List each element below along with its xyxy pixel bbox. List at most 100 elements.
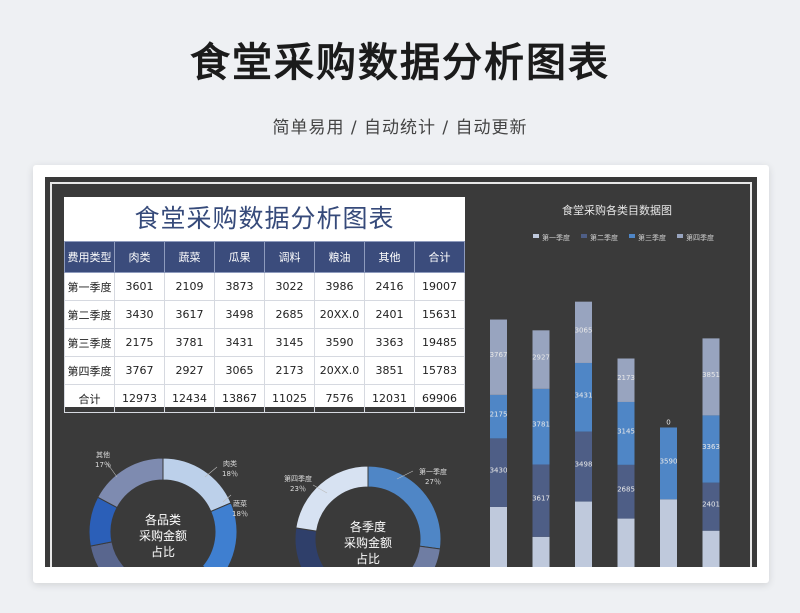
legend-label: 第二季度 [590,233,618,242]
table-title: 食堂采购数据分析图表 [134,204,395,233]
table-cell: 11025 [264,384,315,413]
table-cell: 2401 [364,300,415,329]
bar-segment [702,530,720,567]
quarter-donut-slice-pct: 27％ [425,478,441,486]
table-cell: 第二季度 [64,300,115,329]
quarter-donut-slice [295,465,369,532]
bar-value-label: 3431 [575,391,593,399]
quarter-donut-slice-pct: 23％ [290,485,306,493]
table-cell: 3851 [364,356,415,385]
bar-value-label: 3498 [575,461,593,469]
category-donut-slice [162,457,232,513]
bar-segment [575,301,592,363]
category-donut-slice [201,502,238,567]
table-cell: 15783 [414,356,465,385]
page-subtitle: 简单易用 / 自动统计 / 自动更新 [272,118,528,138]
table-cell: 3430 [114,300,165,329]
bar-value-label: 3617 [532,495,550,503]
category-donut-leader-line [106,462,118,478]
table-header-cell: 蔬菜 [164,241,215,273]
page-title: 食堂采购数据分析图表 [190,40,610,86]
bar-segment [702,482,720,531]
category-donut-slice-label: 其他 [96,450,110,459]
category-donut-slice-label: 肉类 [223,459,237,468]
table-header-cell: 其他 [364,241,415,273]
category-donut-leader-line [204,466,218,478]
quarter-donut-slice-label: 第四季度 [284,474,312,483]
bar-segment [660,427,677,500]
bar-value-label: 3851 [702,371,720,379]
bar-segment [702,415,720,483]
table-cell: 20XX.0 [314,356,365,385]
bar-value-label: 3145 [617,427,635,435]
bar-segment [702,338,720,416]
quarter-donut-leader-line [396,470,414,480]
bar-segment [490,394,507,439]
table-total-row: 合计 12973 12434 13867 11025 7576 12031 69… [64,384,465,413]
table-cell: 13867 [214,384,265,413]
bar-segment [532,330,550,389]
table-cell: 19007 [414,272,465,301]
table-row: 第四季度 3767 2927 3065 2173 20XX.0 3851 157… [64,356,465,385]
quarter-donut-center-label: 占比 [356,551,380,566]
legend-swatch [677,234,683,238]
legend-swatch [533,234,539,238]
category-donut-center-label: 各品类 [145,512,181,527]
bar-value-label: 2401 [702,501,720,509]
category-donut-slice-pct: 18％ [232,510,248,518]
bar-segment [575,362,592,432]
table-cell: 第四季度 [64,356,115,385]
bar-segment [490,319,507,395]
table-cell: 69906 [414,384,465,413]
bar-segment [617,401,635,465]
table-cell: 3617 [164,300,215,329]
category-donut-center-label: 采购金额 [139,528,187,543]
quarter-donut-slice [411,545,441,567]
bar-chart-title: 食堂采购各类目数据图 [562,203,672,217]
bar-value-label: 2927 [532,354,550,362]
category-donut-slice-pct: 17％ [95,461,111,469]
table-cell: 12434 [164,384,215,413]
table-cell: 3145 [264,328,315,357]
bar-value-label: 3065 [575,326,593,334]
bar-segment [617,518,635,567]
bar-segment [532,464,550,537]
bar-segment [575,431,592,502]
table-cell: 2927 [164,356,215,385]
quarter-donut-slice-label: 第一季度 [419,467,447,476]
bar-segment [532,536,550,567]
table-cell: 第三季度 [64,328,115,357]
legend-label: 第四季度 [686,233,714,242]
quarter-donut-center-label: 采购金额 [344,535,392,550]
category-donut-leader-line [222,494,232,503]
bar-segment [660,499,677,567]
dashboard-sheet: 食堂采购数据分析图表 费用类型 肉类 蔬菜 瓜果 调料 粮油 其他 合计 第一季… [45,177,757,567]
table-cell: 合计 [64,384,115,413]
table-header-cell: 粮油 [314,241,365,273]
bar-segment [532,388,550,465]
table-cell: 2175 [114,328,165,357]
bar-segment [490,438,507,507]
category-donut-slice [200,565,205,567]
bar-value-label: 0 [666,418,670,426]
table-cell: 3986 [314,272,365,301]
quarter-donut-center-label: 各季度 [350,519,386,534]
table-row: 第二季度 3430 3617 3498 2685 20XX.0 2401 156… [64,300,465,329]
category-donut-slice-pct: 18％ [222,470,238,478]
legend-label: 第一季度 [542,233,570,242]
data-table-panel: 食堂采购数据分析图表 费用类型 肉类 蔬菜 瓜果 调料 粮油 其他 合计 第一季… [64,197,465,413]
bar-segment [575,501,592,567]
legend-swatch [581,234,587,238]
table-cell: 2416 [364,272,415,301]
category-donut-slice-label: 蔬菜 [233,499,247,508]
legend-swatch [629,234,635,238]
table-cell: 3590 [314,328,365,357]
bar-value-label: 3590 [660,457,678,465]
category-donut-slice [89,541,126,567]
bar-value-label: 3430 [490,467,508,475]
category-donut-center-label: 占比 [151,544,175,559]
bar-segment [617,358,635,402]
legend-label: 第三季度 [638,233,666,242]
sheet-frame [50,182,752,567]
